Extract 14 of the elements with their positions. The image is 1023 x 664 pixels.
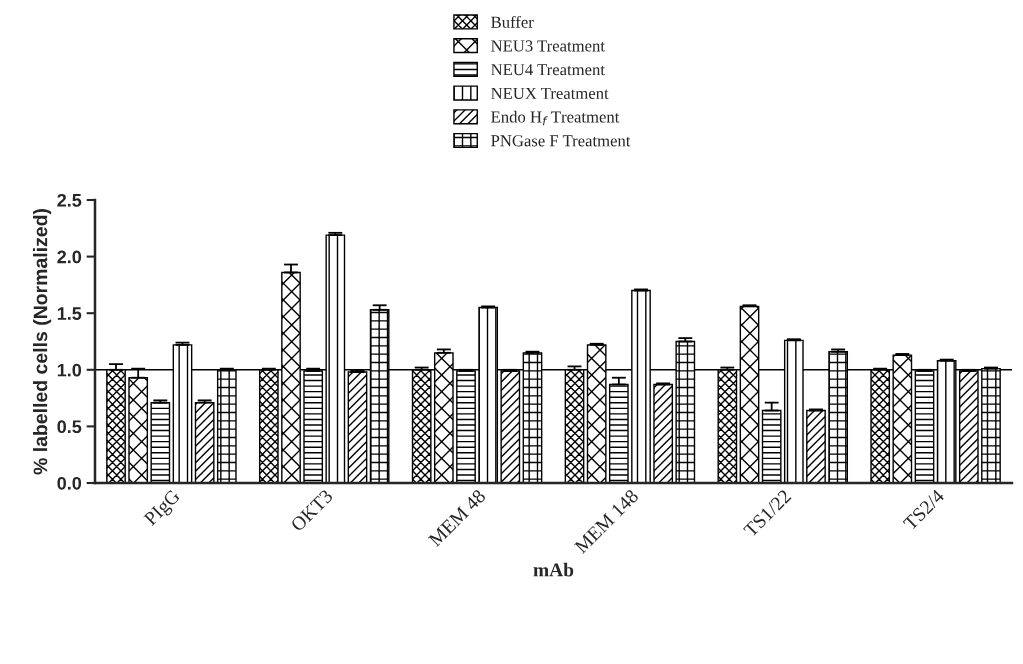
legend-label: NEUX Treatment [491, 87, 609, 99]
y-tick-label: 0.0 [57, 476, 82, 490]
x-axis-title: mAb [533, 562, 574, 577]
legend-label: Endo H$_{f}$ Treatment [491, 110, 620, 126]
y-tick-label: 1.0 [57, 363, 82, 377]
y-tick-label: 2.5 [57, 193, 82, 207]
legend-label: NEU3 Treatment [491, 40, 605, 52]
y-tick-label: 2.0 [57, 250, 82, 264]
legend-label: Buffer [491, 15, 534, 28]
legend-label: PNGase F Treatment [491, 135, 631, 147]
y-axis-title: % labelled cells (Normalized) [33, 209, 52, 475]
y-tick-label: 1.5 [57, 307, 82, 320]
y-tick-label: 0.5 [57, 420, 82, 434]
legend-label: NEU4 Treatment [491, 64, 605, 76]
